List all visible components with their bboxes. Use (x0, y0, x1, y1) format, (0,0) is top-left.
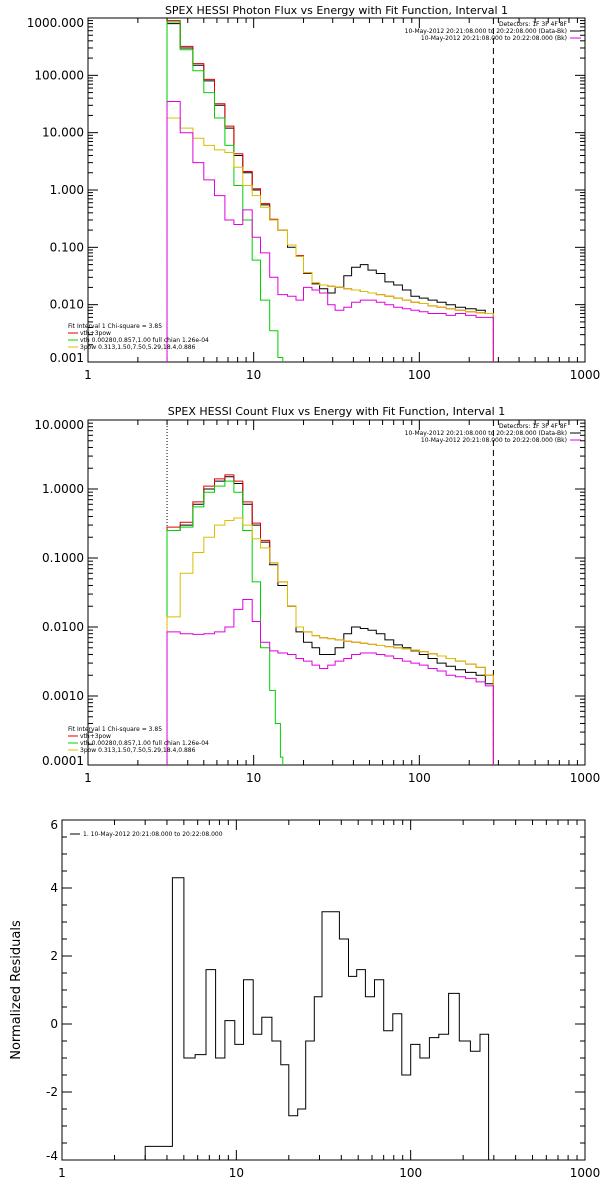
y-tick-label: 0.0001 (42, 754, 84, 768)
y-tick-label: 1.000 (50, 183, 84, 197)
y-tick-label: -2 (46, 1085, 58, 1099)
y-axis-label: Normalized Residuals (9, 920, 24, 1060)
x-tick-label: 100 (408, 771, 431, 785)
series-line-green (166, 480, 284, 765)
legend-entry: 10-May-2012 20:21:08.000 to 20:22:08.000… (421, 35, 567, 42)
y-tick-label: 0.0010 (42, 689, 84, 703)
series-line-red (166, 20, 494, 362)
series-line-black (166, 23, 494, 362)
x-tick-label: 100 (408, 368, 431, 382)
series-line-green (166, 21, 284, 362)
fit-legend-entry: 3pow 0.313,1.50,7.50,5.29,18.4,0.886 (80, 344, 196, 351)
series-line-magenta (166, 101, 494, 362)
x-tick-label: 1000 (570, 1166, 600, 1180)
x-tick-label: 1000 (570, 368, 600, 382)
legend-entry: 10-May-2012 20:21:08.000 to 20:22:08.000… (405, 28, 567, 35)
fit-legend-header: Fit Interval 1 Chi-square = 3.85 (68, 726, 162, 733)
fit-legend-entry: vth+3pow (80, 733, 111, 740)
x-tick-label: 1 (58, 1166, 66, 1180)
legend-entry: Detectors: 1F 3F 4F 8F (499, 21, 568, 28)
fit-legend-header: Fit Interval 1 Chi-square = 3.85 (68, 323, 162, 330)
count-flux-panel: SPEX HESSI Count Flux vs Energy with Fit… (34, 405, 600, 785)
fit-legend-entry: vth 0.00280,0.857,1.00 full chian 1.26e-… (80, 740, 209, 747)
y-tick-label: 0.100 (50, 240, 84, 254)
chart-title: SPEX HESSI Count Flux vs Energy with Fit… (168, 405, 505, 418)
y-tick-label: 6 (50, 818, 58, 832)
y-tick-label: 0.1000 (42, 551, 84, 565)
series-line-black (166, 476, 494, 765)
legend-entry: 1. 10-May-2012 20:21:08.000 to 20:22:08.… (83, 831, 223, 838)
legend-entry: 10-May-2012 20:21:08.000 to 20:22:08.000… (421, 437, 567, 444)
y-tick-label: 0.001 (50, 351, 84, 365)
y-tick-label: 10.0000 (34, 418, 84, 432)
y-tick-label: 10.000 (42, 126, 84, 140)
series-line-magenta (166, 599, 494, 765)
y-tick-label: 2 (50, 949, 58, 963)
y-tick-label: 0 (50, 1017, 58, 1031)
legend-entry: Detectors: 1F 3F 4F 8F (499, 423, 568, 430)
chart-title: SPEX HESSI Photon Flux vs Energy with Fi… (165, 4, 508, 17)
y-tick-label: 1.0000 (42, 482, 84, 496)
x-tick-label: 10 (246, 771, 261, 785)
x-tick-label: 100 (399, 1166, 422, 1180)
legend-entry: 10-May-2012 20:21:08.000 to 20:22:08.000… (405, 430, 567, 437)
fit-legend-entry: vth 0.00280,0.857,1.00 full chian 1.26e-… (80, 337, 209, 344)
fit-legend-entry: vth+3pow (80, 330, 111, 337)
y-tick-label: 1000.000 (27, 16, 84, 30)
series-line-yellow (166, 117, 494, 362)
y-tick-label: 0.0100 (42, 620, 84, 634)
y-tick-label: 100.000 (34, 68, 84, 82)
series-line-yellow (166, 517, 494, 765)
x-tick-label: 1 (84, 368, 92, 382)
series-line-black (144, 877, 490, 1160)
plot-frame (87, 419, 586, 766)
x-tick-label: 1 (84, 771, 92, 785)
x-tick-label: 1000 (570, 771, 600, 785)
series-line-red (166, 474, 494, 765)
x-tick-label: 10 (246, 368, 261, 382)
y-tick-label: 4 (50, 881, 58, 895)
y-tick-label: 0.010 (50, 298, 84, 312)
plot-frame (61, 819, 586, 1161)
photon-flux-panel: SPEX HESSI Photon Flux vs Energy with Fi… (27, 4, 600, 382)
residuals-panel: 1 10 100 1000 -4 -2 0 2 4 6 Normalized Residuals 1.… (9, 818, 600, 1180)
x-tick-label: 10 (229, 1166, 244, 1180)
fit-legend-entry: 3pow 0.313,1.50,7.50,5.29,18.4,0.886 (80, 747, 196, 754)
y-tick-label: -4 (46, 1149, 58, 1163)
